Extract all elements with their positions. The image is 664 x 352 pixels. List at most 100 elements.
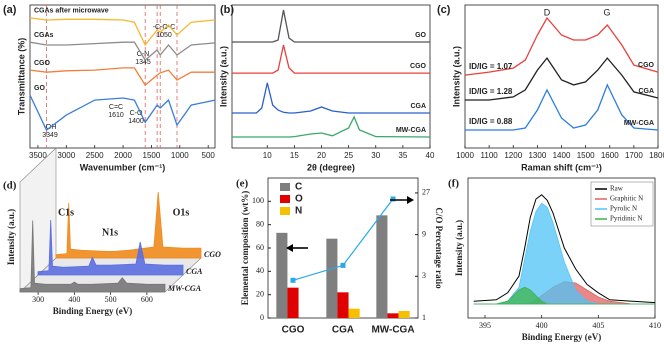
x-tick-label: 20 bbox=[317, 151, 326, 160]
series-label: MW-CGA bbox=[167, 284, 202, 293]
series-label: CGAs after microwave bbox=[34, 8, 109, 15]
peak-label: O1s bbox=[173, 207, 190, 218]
x-tick-label: 1100 bbox=[481, 151, 499, 160]
x-axis-label: 2θ (degree) bbox=[307, 162, 355, 172]
series-line bbox=[232, 9, 430, 43]
legend-label: C bbox=[295, 182, 302, 193]
arrow-head bbox=[407, 196, 414, 204]
x-tick-label: 25 bbox=[344, 151, 353, 160]
series-label: CGO bbox=[34, 60, 51, 67]
bar bbox=[276, 232, 288, 318]
annotation-value: 1345 bbox=[135, 59, 151, 66]
x-axis-label: Raman shift (cm⁻¹) bbox=[521, 162, 602, 172]
series-label: MW-CGA bbox=[396, 127, 426, 134]
y2-axis-label: C/O Percentage ratio bbox=[434, 207, 444, 289]
legend-swatch bbox=[280, 195, 290, 203]
y-axis-label: Intensity (a.u.) bbox=[451, 46, 461, 107]
bar bbox=[337, 292, 349, 318]
series-label: CGO bbox=[204, 250, 221, 259]
series-line bbox=[232, 44, 430, 74]
series-line bbox=[464, 16, 659, 76]
panel-label: (a) bbox=[3, 4, 17, 16]
legend-label: Raw bbox=[610, 185, 624, 193]
x-axis-label: Binding Energy (eV) bbox=[522, 332, 602, 342]
y2-tick-label: 3 bbox=[422, 271, 426, 280]
ratio-marker bbox=[390, 196, 396, 202]
x-tick-label: 1500 bbox=[577, 151, 595, 160]
series-area bbox=[55, 191, 202, 259]
plot-frame bbox=[29, 4, 216, 149]
series-line bbox=[465, 56, 659, 101]
x-tick-label: 1400 bbox=[553, 151, 571, 160]
x-tick-label: 40 bbox=[426, 151, 435, 160]
y2-tick-label: 9 bbox=[422, 229, 426, 238]
x-tick-label: 35 bbox=[398, 151, 407, 160]
ratio-label: ID/IG = 0.88 bbox=[469, 117, 513, 126]
annotation-value: 1400 bbox=[128, 118, 144, 125]
y-tick-label: 20 bbox=[256, 289, 264, 298]
y-tick-label: 100 bbox=[252, 196, 264, 205]
legend-label: Graphitic N bbox=[610, 195, 643, 203]
annotation: G bbox=[603, 7, 610, 17]
y-axis-label: Intensity (a.u.) bbox=[454, 220, 464, 276]
legend-label: Pyridinic N bbox=[610, 215, 642, 223]
x-tick-label: 600 bbox=[141, 295, 153, 304]
series-line bbox=[232, 115, 431, 138]
ratio-marker bbox=[290, 277, 296, 283]
annotation: D bbox=[544, 7, 551, 17]
series-line bbox=[465, 83, 659, 131]
panel-label: (d) bbox=[3, 180, 17, 192]
y-tick-label: 40 bbox=[256, 266, 264, 275]
x-tick-label: 300 bbox=[32, 295, 44, 304]
panel-label: (e) bbox=[236, 178, 249, 190]
bar bbox=[376, 215, 388, 318]
series-label: CGAs bbox=[34, 32, 54, 39]
x-tick-label: 30 bbox=[371, 151, 380, 160]
ratio-marker bbox=[340, 262, 346, 268]
annotation-value: 1050 bbox=[156, 32, 172, 39]
x-tick-label: 1200 bbox=[504, 151, 522, 160]
x-axis-label: Binding Energy (eV) bbox=[53, 306, 133, 316]
x-tick-label: 1000 bbox=[171, 151, 189, 160]
x-tick-label: 1300 bbox=[528, 151, 546, 160]
legend-swatch bbox=[280, 183, 290, 191]
y-axis-label: Transmittance (%) bbox=[16, 38, 26, 116]
series-line bbox=[29, 67, 215, 87]
y-tick-label: 0 bbox=[260, 313, 264, 322]
component-area bbox=[473, 286, 655, 305]
y2-tick-label: 27 bbox=[422, 188, 430, 197]
x-tick-label: 15 bbox=[290, 151, 299, 160]
x-tick-label: 500 bbox=[202, 151, 216, 160]
x-tick-label: 400 bbox=[68, 295, 80, 304]
x-tick-label: 1600 bbox=[601, 151, 619, 160]
ratio-label: ID/IG = 1.07 bbox=[469, 62, 513, 71]
series-label: CGA bbox=[410, 103, 426, 110]
y-tick-label: 80 bbox=[256, 219, 264, 228]
ratio-label: ID/IG = 1.28 bbox=[469, 87, 513, 96]
x-tick-label: CGO bbox=[282, 325, 305, 336]
bar bbox=[348, 308, 360, 318]
x-tick-label: 3000 bbox=[57, 151, 75, 160]
annotation-value: 3349 bbox=[42, 132, 58, 139]
series-label: GO bbox=[34, 85, 45, 92]
series-line bbox=[29, 41, 216, 62]
raw-line bbox=[473, 194, 656, 304]
series-area bbox=[37, 219, 184, 276]
series-label: CGO bbox=[638, 62, 655, 69]
bar bbox=[287, 287, 299, 318]
y-axis-label: Elemental composition (wt%) bbox=[240, 191, 250, 306]
y-axis-label: Intensity (a.u.) bbox=[218, 46, 228, 107]
x-axis-label: Wavenumber (cm⁻¹) bbox=[80, 162, 165, 172]
peak-label: N1s bbox=[102, 227, 118, 238]
series-label: CGO bbox=[410, 63, 427, 70]
y-axis-label: Intensity (a.u.) bbox=[6, 209, 16, 265]
annotation: C-O bbox=[130, 110, 143, 117]
series-line bbox=[29, 94, 216, 132]
plot-frame bbox=[231, 4, 431, 149]
x-tick-label: 1700 bbox=[625, 151, 643, 160]
bar bbox=[398, 311, 410, 318]
series-label: CGA bbox=[638, 88, 654, 95]
x-tick-label: 1000 bbox=[456, 151, 474, 160]
x-tick-label: MW-CGA bbox=[371, 325, 414, 336]
plot-frame bbox=[467, 177, 656, 319]
